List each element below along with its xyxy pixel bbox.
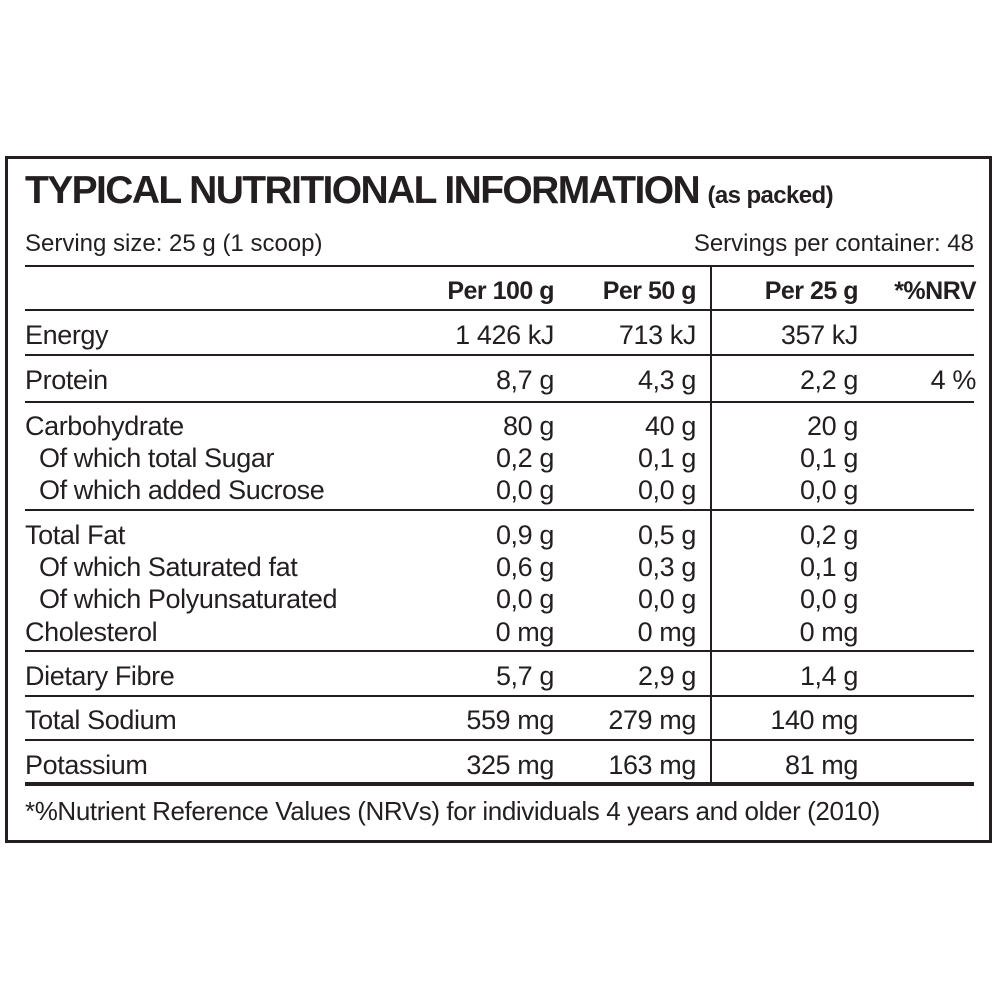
potassium-per-100g: 325 mg (466, 750, 554, 780)
row-label-potassium: Potassium (25, 750, 148, 780)
servings-per-container: Servings per container: 48 (693, 230, 974, 257)
total-sodium-per-50g: 279 mg (608, 705, 696, 735)
row-label-polyunsaturated: Of which Polyunsaturated (39, 584, 338, 614)
divider-header (25, 309, 974, 311)
header-per-100g: Per 100 g (447, 277, 554, 305)
carbohydrate-per-25g: 20 g (807, 411, 858, 441)
polyunsaturated-per-100g: 0,0 g (495, 584, 554, 614)
dietary-fibre-per-50g: 2,9 g (637, 661, 696, 691)
polyunsaturated-per-25g: 0,0 g (799, 584, 858, 614)
divider-sodium (25, 739, 974, 741)
potassium-per-50g: 163 mg (608, 750, 696, 780)
divider-carbohydrate (25, 509, 974, 511)
nrv-footnote: *%Nutrient Reference Values (NRVs) for i… (25, 796, 880, 826)
panel-title: TYPICAL NUTRITIONAL INFORMATION (as pack… (25, 169, 834, 212)
row-label-dietary-fibre: Dietary Fibre (25, 661, 175, 691)
energy-per-25g: 357 kJ (780, 320, 859, 350)
saturated-fat-per-50g: 0,3 g (637, 552, 696, 582)
saturated-fat-per-100g: 0,6 g (495, 552, 554, 582)
row-label-saturated-fat: Of which Saturated fat (39, 552, 298, 582)
title-suffix: (as packed) (707, 182, 834, 209)
carbohydrate-per-100g: 80 g (503, 411, 554, 441)
row-label-total-fat: Total Fat (25, 520, 125, 550)
dietary-fibre-per-100g: 5,7 g (495, 661, 554, 691)
divider-energy (25, 354, 974, 356)
divider-fat (25, 650, 974, 652)
energy-per-100g: 1 426 kJ (455, 320, 554, 350)
carbohydrate-per-50g: 40 g (645, 411, 696, 441)
cholesterol-per-25g: 0 mg (799, 617, 859, 647)
total-fat-per-50g: 0,5 g (637, 520, 696, 550)
header-nrv: *%NRV (894, 277, 976, 305)
divider-fibre (25, 695, 974, 697)
potassium-per-25g: 81 mg (784, 750, 858, 780)
protein-per-25g: 2,2 g (799, 365, 858, 395)
row-label-protein: Protein (25, 365, 108, 395)
divider-top (25, 265, 974, 267)
added-sucrose-per-25g: 0,0 g (799, 475, 858, 505)
divider-bottom (25, 782, 974, 786)
total-sugar-per-50g: 0,1 g (637, 443, 696, 473)
row-label-total-sodium: Total Sodium (25, 705, 177, 735)
total-sugar-per-100g: 0,2 g (495, 443, 554, 473)
header-per-25g: Per 25 g (764, 277, 859, 305)
total-sodium-per-100g: 559 mg (466, 705, 554, 735)
polyunsaturated-per-50g: 0,0 g (637, 584, 696, 614)
divider-protein (25, 401, 974, 403)
dietary-fibre-per-25g: 1,4 g (799, 661, 858, 691)
header-per-50g: Per 50 g (602, 277, 697, 305)
column-separator (710, 266, 712, 782)
cholesterol-per-100g: 0 mg (495, 617, 555, 647)
saturated-fat-per-25g: 0,1 g (799, 552, 858, 582)
nutrition-panel: TYPICAL NUTRITIONAL INFORMATION (as pack… (5, 156, 992, 843)
added-sucrose-per-50g: 0,0 g (637, 475, 696, 505)
row-label-carbohydrate: Carbohydrate (25, 411, 184, 441)
cholesterol-per-50g: 0 mg (637, 617, 697, 647)
protein-per-50g: 4,3 g (637, 365, 696, 395)
serving-size: Serving size: 25 g (1 scoop) (25, 230, 323, 257)
protein-nrv: 4 % (930, 365, 977, 395)
row-label-cholesterol: Cholesterol (25, 617, 158, 647)
added-sucrose-per-100g: 0,0 g (495, 475, 554, 505)
total-sodium-per-25g: 140 mg (770, 705, 858, 735)
row-label-total-sugar: Of which total Sugar (39, 443, 275, 473)
total-fat-per-25g: 0,2 g (799, 520, 858, 550)
total-fat-per-100g: 0,9 g (495, 520, 554, 550)
title-main: TYPICAL NUTRITIONAL INFORMATION (25, 169, 701, 212)
total-sugar-per-25g: 0,1 g (799, 443, 858, 473)
energy-per-50g: 713 kJ (618, 320, 697, 350)
row-label-added-sucrose: Of which added Sucrose (39, 475, 325, 505)
protein-per-100g: 8,7 g (495, 365, 554, 395)
row-label-energy: Energy (25, 320, 109, 350)
